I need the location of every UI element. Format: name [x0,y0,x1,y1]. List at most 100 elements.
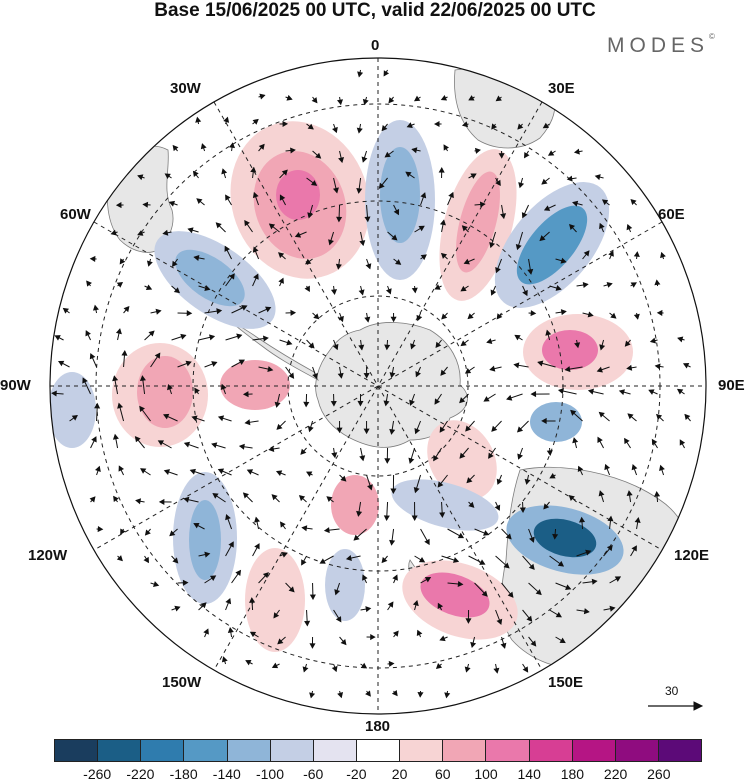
wind-vector-head [490,289,497,296]
wind-vector-head [309,594,316,601]
wind-vector-head [420,254,427,261]
wind-vector-head [541,178,548,185]
wind-vector-head [86,280,92,287]
wind-vector-head [356,510,363,517]
wind-vector-head [539,235,546,242]
wind-vector-head [677,336,684,343]
wind-vector-head [424,538,430,546]
wind-vector-head [391,234,398,241]
wind-vector-head [311,97,318,104]
wind-vector-head [180,333,187,340]
wind-vector-head [465,425,472,432]
wind-vector-head [634,516,641,523]
wind-vector-head [51,390,57,397]
wind-vector-head [433,120,440,128]
reference-vector-label: 30 [665,684,679,698]
wind-vector-head [522,666,529,673]
wind-vector-head [95,465,101,472]
wind-vector-head [357,71,364,78]
wind-vector-head [411,287,418,294]
wind-vector-head [338,157,345,164]
wind-vector-head [307,426,314,433]
wind-vector-head [555,611,562,618]
wind-vector-head [155,308,162,315]
wind-vector-head [514,334,521,341]
wind-vector-head [245,660,252,666]
wind-vector-head [383,400,390,407]
wind-vector-head [495,267,501,274]
anomaly-region-positive [427,420,497,500]
wind-vector-head [530,391,537,398]
colorbar-swatch [226,740,270,761]
wind-vector-head [439,635,446,642]
lon-label-150e: 150E [548,674,584,691]
wind-vector-head [209,575,217,581]
wind-vector-head [250,166,257,173]
wind-vector-head [268,223,276,230]
wind-vector-head [597,436,603,443]
lon-label-120e: 120E [674,547,710,564]
wind-vector-head [648,389,655,395]
wind-vector-head [304,620,311,627]
wind-vector-head [146,260,153,267]
wind-vector-head [273,612,280,619]
wind-vector-head [334,589,341,596]
wind-vector-head [465,618,472,624]
wind-vector-head [336,427,343,434]
wind-vector-head [560,309,567,316]
wind-vector-head [220,383,227,391]
wind-vector-head [464,666,471,673]
wind-vector-head [549,473,556,479]
wind-vector-head [112,433,119,440]
wind-vector-head [331,452,338,459]
wind-vector-head [82,377,88,384]
wind-vector-head [361,156,368,163]
wind-vector-head [246,469,254,475]
wind-vector-head [97,526,104,533]
wind-vector-head [435,341,442,349]
wind-vector-head [211,442,218,449]
wind-vector-head [236,333,243,340]
wind-vector-head [481,590,488,597]
wind-vector-head [200,602,207,609]
wind-vector-head [336,216,343,223]
wind-vector-head [479,201,486,208]
wind-vector-head [434,398,441,405]
wind-vector-head [496,618,503,625]
wind-vector-head [359,240,366,247]
wind-vector-head [224,245,230,252]
wind-vector-head [418,225,425,232]
wind-vector-head [493,667,500,674]
wind-vector-head [153,581,160,587]
wind-vector-head [659,464,665,471]
wind-vector-head [115,328,122,335]
colorbar-tick-label: 140 [517,766,541,782]
wind-vector-head [353,534,360,541]
wind-vector-head [583,250,590,257]
colorbar-tick-label: -20 [346,766,367,782]
anomaly-region-negative [391,479,499,531]
wind-vector-head [229,142,236,149]
anomaly-region-negative [189,500,221,580]
wind-vector-head [457,580,464,588]
wind-vector-head [244,419,251,426]
wind-vector-head [384,344,391,351]
wind-vector-head [381,125,388,132]
lon-label-0: 0 [371,37,380,54]
wind-vector-head [435,663,443,669]
wind-vector-head [359,455,366,462]
wind-vector-head [358,289,365,296]
wind-vector-head [194,387,200,394]
wind-vector-head [116,281,124,288]
colorbar-swatch [399,740,443,761]
colorbar-swatch [97,740,141,761]
wind-vector-head [302,666,309,673]
wind-vector-head [204,285,211,291]
wind-vector-head [258,143,265,150]
wind-vector-head [281,169,288,176]
wind-vector-head [651,438,658,446]
wind-vector-head [163,469,171,475]
wind-vector-head [162,229,169,236]
anomaly-region-positive [137,356,193,428]
anomaly-region-negative [533,518,597,558]
